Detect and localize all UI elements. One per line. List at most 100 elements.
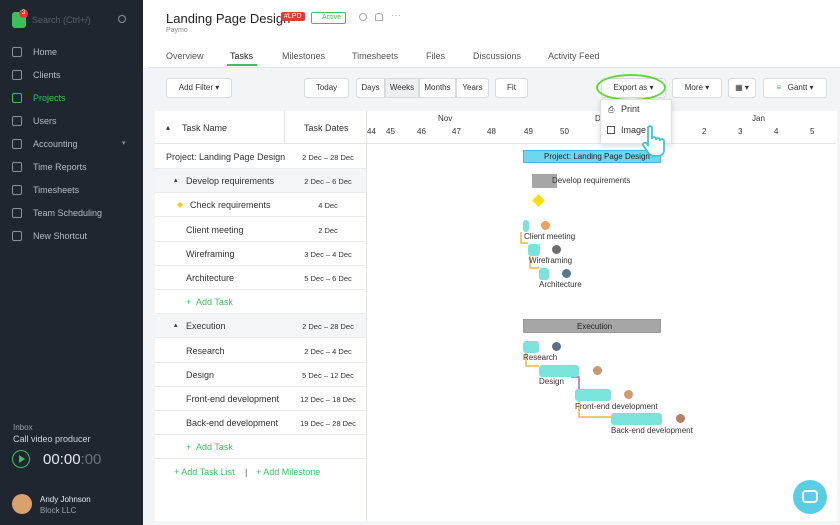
task-bar[interactable]: [575, 389, 611, 401]
task-name[interactable]: Check requirements: [190, 200, 271, 211]
avatar[interactable]: [12, 494, 32, 514]
gantt: [366, 111, 837, 521]
tab[interactable]: Overview: [166, 51, 204, 61]
task-row[interactable]: [155, 266, 366, 290]
month: D: [595, 114, 601, 123]
more-icon[interactable]: ···: [391, 10, 401, 21]
task-row[interactable]: [155, 339, 366, 363]
task-bar[interactable]: [611, 413, 662, 425]
tab[interactable]: Milestones: [282, 51, 326, 61]
sort-icon[interactable]: ▴: [166, 123, 171, 132]
scale[interactable]: Years: [456, 78, 489, 98]
week: 3: [738, 127, 743, 136]
task-bar[interactable]: [539, 365, 579, 377]
nav-item[interactable]: Time Reports: [33, 162, 87, 172]
task-dates: 19 Dec – 28 Dec: [300, 419, 356, 429]
task-name[interactable]: Design: [186, 369, 215, 380]
header: [143, 0, 840, 68]
nav-icon: [12, 47, 22, 57]
label: Add Filter: [178, 83, 213, 92]
tab[interactable]: Timesheets: [352, 51, 399, 61]
task-row[interactable]: [155, 145, 366, 169]
task-bar[interactable]: [523, 341, 539, 353]
nav-item[interactable]: Users: [33, 116, 57, 126]
icon: ◆: [177, 200, 184, 210]
tab[interactable]: Tasks: [230, 51, 254, 61]
tab[interactable]: Discussions: [473, 51, 522, 61]
nav-item[interactable]: Clients: [33, 70, 61, 80]
nav-item[interactable]: Home: [33, 47, 58, 57]
menu-print[interactable]: Print: [621, 104, 640, 114]
timer-start[interactable]: [12, 450, 30, 468]
task-row[interactable]: [155, 314, 366, 339]
task-row[interactable]: [155, 290, 366, 315]
scale[interactable]: Days: [356, 78, 385, 98]
timer-main: 00:00: [43, 451, 81, 468]
task-row[interactable]: [155, 169, 366, 194]
task-name[interactable]: Project: Landing Page Design: [166, 152, 286, 162]
week: 44: [367, 127, 376, 136]
tab[interactable]: Activity Feed: [548, 51, 600, 61]
scale[interactable]: Months: [419, 78, 456, 98]
task-name[interactable]: Execution: [186, 321, 226, 332]
fit[interactable]: Fit: [495, 78, 528, 98]
add-milestone[interactable]: + Add Milestone: [256, 467, 321, 477]
task-name[interactable]: Wireframing: [186, 248, 235, 259]
task-name[interactable]: Architecture: [186, 273, 235, 283]
inbox-label: Inbox: [13, 423, 33, 432]
task-name[interactable]: Add Task: [196, 442, 233, 453]
chat[interactable]: [793, 480, 827, 514]
bell-icon[interactable]: [375, 13, 383, 21]
today[interactable]: Today: [304, 78, 349, 98]
label: More: [684, 83, 703, 92]
scale[interactable]: Weeks: [385, 78, 419, 98]
caret[interactable]: ▴: [174, 322, 178, 330]
nav-item[interactable]: Projects: [33, 93, 66, 103]
table-header: [155, 111, 366, 144]
project-bar[interactable]: [523, 150, 661, 163]
task-bar[interactable]: [523, 220, 529, 232]
nav-item[interactable]: Team Scheduling: [33, 208, 103, 218]
add-task-list[interactable]: + Add Task List: [174, 467, 235, 477]
task-name[interactable]: Research: [186, 345, 225, 356]
add-filter[interactable]: Add Filter ▾: [166, 78, 232, 98]
task-bar[interactable]: [539, 268, 549, 280]
settings-icon[interactable]: [359, 13, 367, 21]
task-row[interactable]: [155, 387, 366, 411]
more[interactable]: More ▾: [672, 78, 722, 98]
view[interactable]: ≡ Gantt ▾: [763, 78, 827, 98]
task-row[interactable]: [155, 435, 366, 460]
label: Gantt: [787, 83, 808, 92]
group-bar[interactable]: [523, 319, 661, 333]
task-name[interactable]: Back-end development: [186, 418, 279, 429]
task-name[interactable]: Front-end development: [186, 394, 280, 404]
task-row[interactable]: [155, 218, 366, 242]
inbox-item[interactable]: Call video producer: [13, 434, 91, 444]
col-divider: [284, 111, 285, 144]
task-bar[interactable]: [528, 244, 540, 256]
task-row[interactable]: [155, 193, 366, 218]
menu-image[interactable]: Image: [621, 125, 647, 135]
nav-item[interactable]: Accounting: [33, 139, 78, 149]
header-task[interactable]: Task Name: [182, 123, 228, 133]
columns[interactable]: ▦ ▾: [728, 78, 756, 98]
task-row[interactable]: [155, 242, 366, 266]
search-icon[interactable]: [118, 15, 126, 23]
week: 46: [417, 127, 426, 136]
caret[interactable]: ▴: [174, 177, 178, 185]
timer: 00:00:00: [43, 451, 101, 468]
task-row[interactable]: [155, 363, 366, 387]
tab[interactable]: Files: [426, 51, 446, 61]
project-status[interactable]: Active: [311, 12, 347, 24]
header-dates[interactable]: Task Dates: [304, 123, 349, 133]
task-name[interactable]: Add Task: [196, 297, 233, 308]
task-name[interactable]: Client meeting: [186, 224, 244, 235]
task-row[interactable]: [155, 411, 366, 436]
nav-item[interactable]: Timesheets: [33, 185, 80, 195]
task-name[interactable]: Develop requirements: [186, 176, 275, 187]
week: 45: [386, 127, 395, 136]
group-bar[interactable]: [532, 174, 557, 188]
search[interactable]: Search (Ctrl+/): [32, 15, 91, 25]
nav-item[interactable]: New Shortcut: [33, 231, 88, 241]
